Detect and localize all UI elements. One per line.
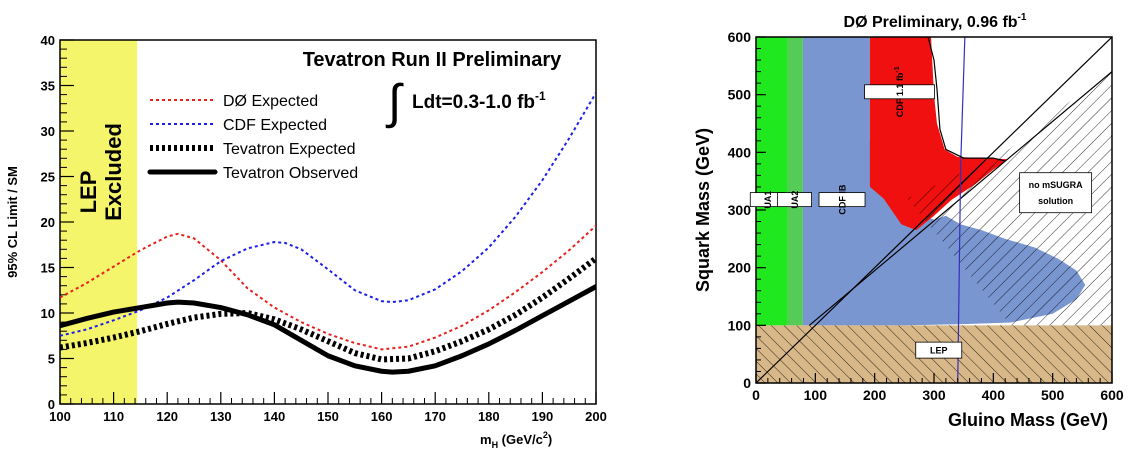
y-tick-label: 600 xyxy=(728,29,752,45)
y-tick-label: 0 xyxy=(48,397,55,412)
line-group xyxy=(756,37,1112,383)
label-ua1-text: UA1 xyxy=(763,191,773,209)
x-tick-label: 120 xyxy=(156,409,178,424)
y-tick-label: 25 xyxy=(41,170,55,185)
label-no-msugra-box xyxy=(1019,172,1093,214)
y-tick-label: 40 xyxy=(41,33,55,48)
y-tick-label: 5 xyxy=(48,352,55,367)
x-tick-label: 600 xyxy=(1100,387,1124,403)
x-axis-label: mH (GeV/c2) xyxy=(480,430,552,450)
region-labels: UA1 UA2 CDF IB CDF 1.1 fb-1 LEP no mSUGRA solu… xyxy=(749,66,1093,359)
x-tick-label: 300 xyxy=(922,387,946,403)
label-ua2-box xyxy=(777,192,812,208)
y-tick-label: 15 xyxy=(41,261,55,276)
luminosity-label: Ldt=0.3-1.0 fb-1 xyxy=(412,89,546,113)
higgs-limit-chart: 100 110 120 130 140 150 160 170 180 190 200 0 5 10 15 2… xyxy=(5,33,607,450)
x-tick-label: 100 xyxy=(804,387,828,403)
label-lep-box xyxy=(915,341,963,359)
squark-gluino-chart: 0 100 200 300 400 500 600 0 100 200 300 400 500 600 D… xyxy=(693,12,1124,430)
label-cdf-ib-box xyxy=(818,192,866,208)
y-tick-label: 500 xyxy=(728,87,752,103)
label-lep-text: LEP xyxy=(930,346,948,356)
chart-title: Tevatron Run II Preliminary xyxy=(303,49,562,71)
label-no-msugra-text: solution xyxy=(1038,196,1073,206)
y-axis-label: 95% CL Limit / SM xyxy=(5,166,20,278)
axis-ticks: 100 110 120 130 140 150 160 170 180 190 200 0 5 10 15 2… xyxy=(41,33,607,424)
legend-label: Tevatron Expected xyxy=(223,141,356,158)
y-tick-label: 0 xyxy=(743,375,751,391)
series-group xyxy=(60,92,596,375)
label-cdf-1-1: CDF 1.1 fb-1 xyxy=(864,66,935,117)
x-tick-label: 400 xyxy=(982,387,1006,403)
right-y-axis-label: Squark Mass (GeV) xyxy=(693,128,713,292)
lep-excluded-label-line2: Excluded xyxy=(101,123,126,221)
y-tick-label: 400 xyxy=(728,144,752,160)
luminosity-sup: -1 xyxy=(535,89,546,103)
x-tick-label: 500 xyxy=(1041,387,1065,403)
x-tick-label: 130 xyxy=(210,409,232,424)
x-tick-label: 0 xyxy=(752,387,760,403)
x-tick-label: 200 xyxy=(863,387,887,403)
x-tick-label: 190 xyxy=(532,409,554,424)
x-tick-label: 100 xyxy=(49,409,71,424)
x-axis-label-sub: H xyxy=(492,440,499,450)
x-tick-label: 180 xyxy=(478,409,500,424)
legend-label: DØ Expected xyxy=(223,93,318,110)
series-line-tevatron-observed xyxy=(60,284,596,375)
label-no-msugra: no mSUGRA solution xyxy=(1019,172,1093,214)
lep-excluded-label-line1: LEP xyxy=(76,171,101,214)
label-cdf-1-1-text: CDF 1.1 fb-1 xyxy=(894,66,905,117)
line-d0-observed xyxy=(927,37,1006,162)
label-cdf-ib-text: CDF IB xyxy=(838,184,848,214)
label-cdf-1-1-box xyxy=(864,84,935,100)
region-ua1 xyxy=(756,37,788,326)
legend: DØ Expected CDF Expected Tevatron Expected… xyxy=(147,93,358,182)
x-tick-label: 200 xyxy=(585,409,607,424)
series-line-cdf-expected xyxy=(60,92,596,337)
label-ua2-text: UA2 xyxy=(790,191,800,209)
x-tick-label: 170 xyxy=(424,409,446,424)
y-tick-label: 20 xyxy=(41,215,55,230)
label-no-msugra-text: no mSUGRA xyxy=(1029,180,1084,190)
y-tick-label: 200 xyxy=(728,260,752,276)
series-line-tevatron-expected xyxy=(60,255,596,363)
label-lep: LEP xyxy=(915,341,963,359)
x-tick-label: 110 xyxy=(103,409,124,424)
y-tick-label: 30 xyxy=(41,124,55,139)
x-tick-label: 160 xyxy=(371,409,393,424)
y-tick-label: 300 xyxy=(728,202,752,218)
y-tick-label: 10 xyxy=(41,306,55,321)
integral-symbol: ∫ xyxy=(385,76,404,129)
right-chart-title: DØ Preliminary, 0.96 fb-1 xyxy=(844,12,1027,31)
legend-label: Tevatron Observed xyxy=(223,165,358,182)
line-squark-gluino-diagonal xyxy=(756,37,1112,383)
series-line-d-expected xyxy=(60,224,596,351)
label-cdf-ib: CDF IB xyxy=(818,184,866,215)
y-tick-label: 35 xyxy=(41,79,55,94)
axis-ticks-right: 0 100 200 300 400 500 600 0 100 200 300 400 500 600 xyxy=(728,29,1124,403)
right-x-axis-label: Gluino Mass (GeV) xyxy=(948,410,1108,430)
x-tick-label: 140 xyxy=(264,409,286,424)
region-ua2 xyxy=(787,37,803,326)
x-tick-label: 150 xyxy=(317,409,339,424)
line-blue-line xyxy=(957,37,966,383)
legend-label: CDF Expected xyxy=(223,117,327,134)
region-no-msugra-solution xyxy=(907,68,1112,326)
y-tick-label: 100 xyxy=(728,317,752,333)
label-ua2: UA2 xyxy=(777,191,812,209)
